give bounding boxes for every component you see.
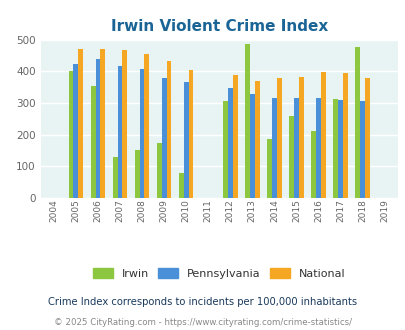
Bar: [333, 99, 337, 198]
Legend: Irwin, Pennsylvania, National: Irwin, Pennsylvania, National: [89, 264, 349, 283]
Bar: [311, 131, 315, 198]
Bar: [156, 143, 161, 198]
Bar: [179, 173, 183, 198]
Bar: [117, 66, 122, 198]
Bar: [90, 85, 95, 198]
Bar: [288, 115, 293, 198]
Bar: [249, 94, 254, 198]
Bar: [298, 77, 303, 198]
Bar: [315, 98, 320, 198]
Bar: [359, 101, 364, 198]
Bar: [342, 73, 347, 198]
Bar: [320, 72, 325, 198]
Bar: [100, 49, 105, 198]
Bar: [188, 70, 193, 198]
Bar: [232, 75, 237, 198]
Bar: [276, 78, 281, 198]
Bar: [222, 101, 227, 198]
Bar: [78, 50, 83, 198]
Bar: [73, 64, 78, 198]
Bar: [68, 71, 73, 198]
Bar: [266, 139, 271, 198]
Bar: [95, 59, 100, 198]
Bar: [122, 50, 127, 198]
Bar: [113, 157, 117, 198]
Bar: [364, 78, 369, 198]
Bar: [139, 69, 144, 198]
Text: Crime Index corresponds to incidents per 100,000 inhabitants: Crime Index corresponds to incidents per…: [48, 297, 357, 307]
Text: © 2025 CityRating.com - https://www.cityrating.com/crime-statistics/: © 2025 CityRating.com - https://www.city…: [54, 318, 351, 327]
Bar: [245, 44, 249, 198]
Bar: [354, 47, 359, 198]
Bar: [161, 78, 166, 198]
Bar: [337, 100, 342, 198]
Bar: [183, 82, 188, 198]
Bar: [254, 82, 259, 198]
Bar: [293, 98, 298, 198]
Bar: [144, 54, 149, 198]
Bar: [134, 150, 139, 198]
Bar: [166, 61, 171, 198]
Title: Irwin Violent Crime Index: Irwin Violent Crime Index: [110, 19, 327, 34]
Bar: [271, 98, 276, 198]
Bar: [227, 88, 232, 198]
